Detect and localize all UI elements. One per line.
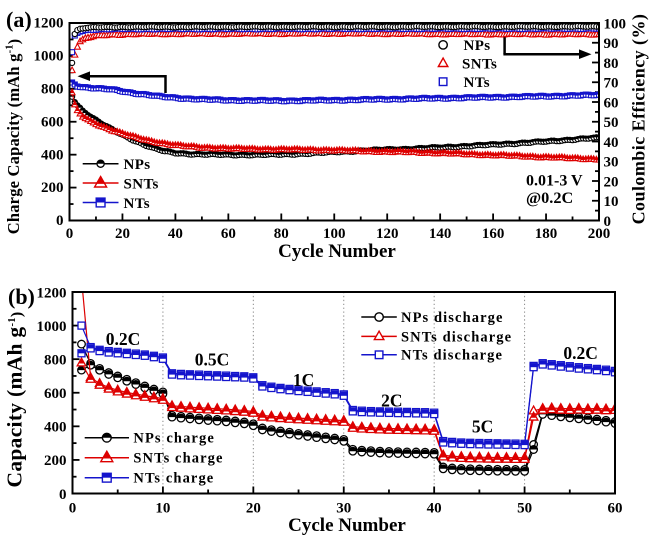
svg-text:(a): (a) xyxy=(6,7,32,32)
svg-text:200: 200 xyxy=(44,453,67,469)
svg-text:800: 800 xyxy=(44,352,67,368)
svg-text:30: 30 xyxy=(604,155,619,171)
svg-text:20: 20 xyxy=(604,174,619,190)
svg-text:80: 80 xyxy=(604,56,619,72)
svg-text:0: 0 xyxy=(56,213,64,229)
svg-text:100: 100 xyxy=(323,226,346,242)
svg-text:140: 140 xyxy=(429,226,452,242)
svg-text:600: 600 xyxy=(41,114,64,130)
svg-text:0.5C: 0.5C xyxy=(195,350,230,370)
svg-text:400: 400 xyxy=(44,420,67,436)
svg-text:0: 0 xyxy=(69,501,77,517)
svg-text:NPs discharge: NPs discharge xyxy=(401,310,504,326)
svg-text:0.2C: 0.2C xyxy=(106,329,141,349)
svg-text:400: 400 xyxy=(41,147,64,163)
svg-text:20: 20 xyxy=(115,226,130,242)
svg-text:1000: 1000 xyxy=(37,319,67,335)
svg-text:SNTs discharge: SNTs discharge xyxy=(401,329,512,345)
svg-text:NPs: NPs xyxy=(464,38,491,54)
svg-text:10: 10 xyxy=(155,501,170,517)
svg-text:60: 60 xyxy=(221,226,236,242)
svg-text:100: 100 xyxy=(604,16,627,32)
svg-text:NTs: NTs xyxy=(124,196,151,212)
svg-text:(b): (b) xyxy=(8,284,35,309)
svg-text:90: 90 xyxy=(604,36,619,52)
svg-text:0.01-3 V: 0.01-3 V xyxy=(526,173,583,190)
svg-text:0: 0 xyxy=(59,487,67,503)
svg-text:800: 800 xyxy=(41,81,64,97)
svg-text:70: 70 xyxy=(604,76,619,92)
svg-text:Capacity (mAh g-1): Capacity (mAh g-1) xyxy=(3,312,27,488)
svg-text:600: 600 xyxy=(44,386,67,402)
svg-text:0.2C: 0.2C xyxy=(563,343,598,363)
svg-text:40: 40 xyxy=(604,135,619,151)
svg-text:180: 180 xyxy=(535,226,558,242)
svg-text:60: 60 xyxy=(604,95,619,111)
svg-text:0: 0 xyxy=(604,214,612,230)
svg-text:1000: 1000 xyxy=(34,49,64,65)
svg-text:NPs charge: NPs charge xyxy=(133,431,214,447)
svg-text:SNTs charge: SNTs charge xyxy=(133,451,223,467)
svg-text:1C: 1C xyxy=(293,370,314,390)
svg-text:Cycle Number: Cycle Number xyxy=(288,515,406,536)
svg-text:NTs discharge: NTs discharge xyxy=(401,348,503,364)
svg-text:@0.2C: @0.2C xyxy=(526,188,573,207)
svg-text:200: 200 xyxy=(588,226,611,242)
svg-text:50: 50 xyxy=(517,501,532,517)
svg-text:120: 120 xyxy=(376,226,399,242)
svg-text:20: 20 xyxy=(246,501,261,517)
svg-text:30: 30 xyxy=(336,501,351,517)
svg-text:NTs charge: NTs charge xyxy=(133,471,214,487)
svg-text:SNTs: SNTs xyxy=(462,56,497,72)
svg-text:1200: 1200 xyxy=(37,285,67,301)
svg-text:5C: 5C xyxy=(472,417,493,437)
svg-text:SNTs: SNTs xyxy=(124,176,159,192)
svg-text:10: 10 xyxy=(604,194,619,210)
svg-text:50: 50 xyxy=(604,115,619,131)
svg-text:80: 80 xyxy=(274,226,289,242)
svg-text:40: 40 xyxy=(427,501,442,517)
svg-text:NPs: NPs xyxy=(124,157,151,173)
svg-text:60: 60 xyxy=(608,501,623,517)
svg-text:Coulombic Efficiency (%): Coulombic Efficiency (%) xyxy=(628,14,649,225)
svg-text:0: 0 xyxy=(66,226,74,242)
svg-text:NTs: NTs xyxy=(464,75,491,91)
svg-text:2C: 2C xyxy=(381,391,402,411)
svg-text:Charge Capacity (mAh g-1): Charge Capacity (mAh g-1) xyxy=(4,39,23,235)
svg-text:40: 40 xyxy=(168,226,183,242)
svg-text:1200: 1200 xyxy=(34,16,64,32)
svg-text:160: 160 xyxy=(482,226,505,242)
svg-text:200: 200 xyxy=(41,180,64,196)
svg-text:Cycle Number: Cycle Number xyxy=(278,241,396,262)
